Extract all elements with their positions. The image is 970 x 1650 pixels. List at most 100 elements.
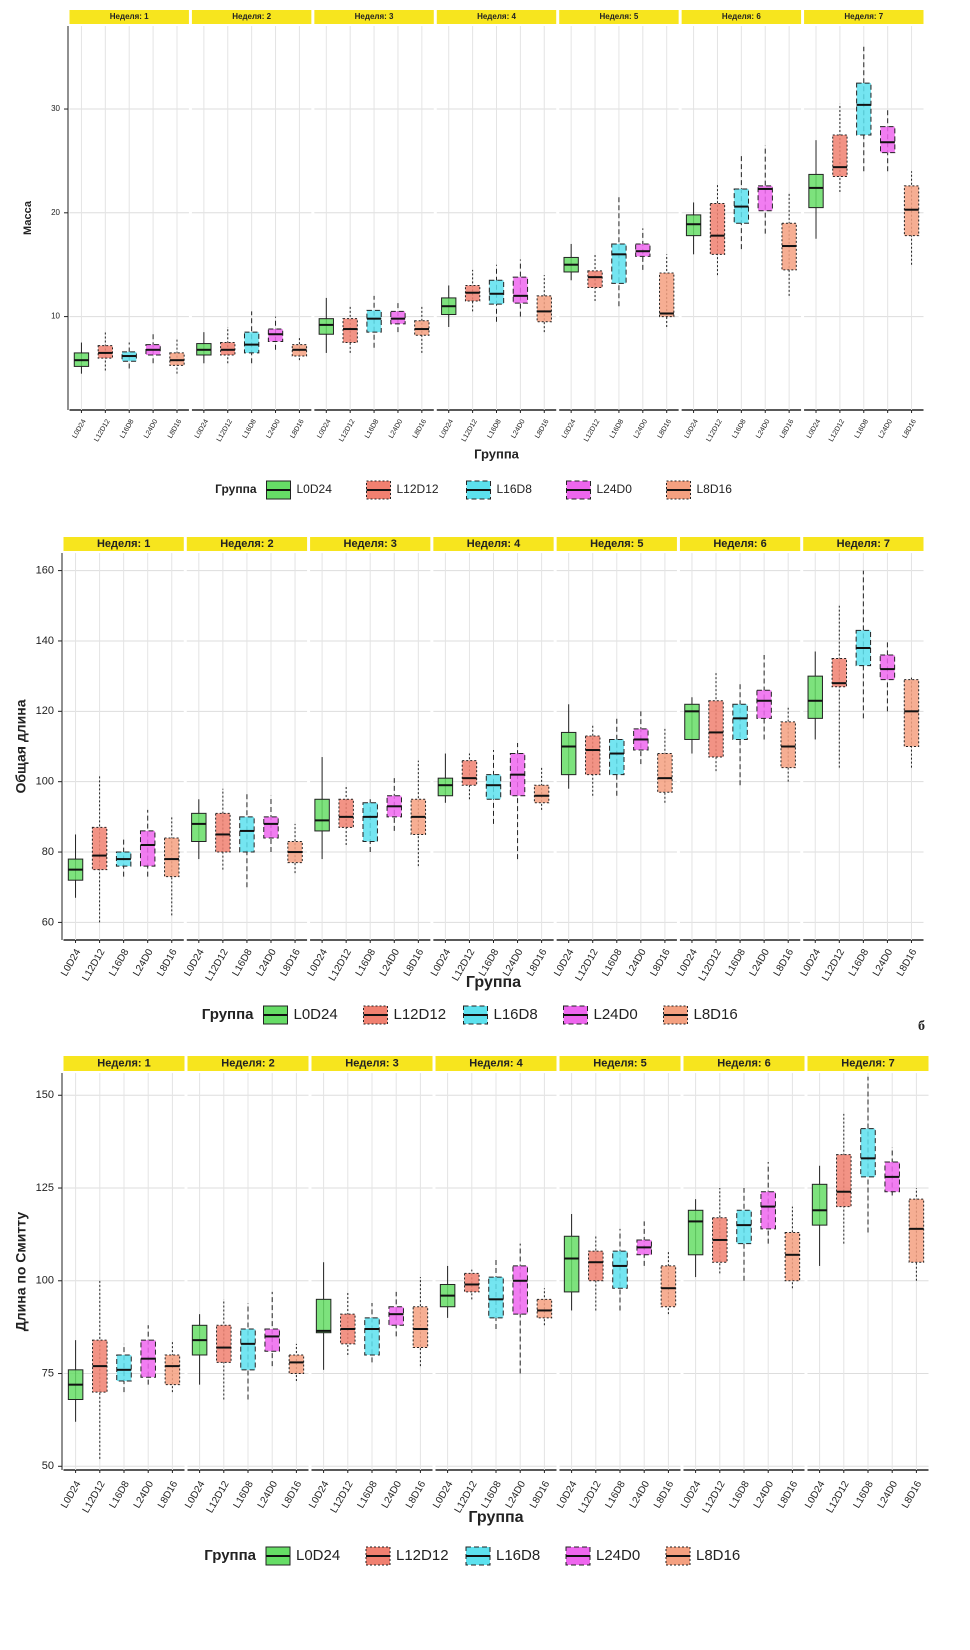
- x-tick-label: L24D0: [871, 947, 895, 978]
- box: [903, 679, 920, 747]
- y-tick-label: 20: [51, 208, 60, 217]
- x-tick-label: L12D12: [81, 1479, 108, 1515]
- legend-label: L16D8: [497, 482, 533, 496]
- facet-strip: [311, 1056, 433, 1071]
- x-tick-label: L24D0: [143, 418, 159, 439]
- facet-label: Неделя: 2: [232, 12, 271, 21]
- facet-strip: [433, 537, 554, 551]
- x-tick-label: L0D24: [316, 418, 332, 439]
- box: [366, 309, 382, 333]
- facet-strip: [191, 10, 312, 24]
- box: [220, 342, 236, 356]
- box: [836, 1154, 852, 1208]
- y-tick-label: 75: [42, 1367, 54, 1379]
- box: [784, 1232, 801, 1282]
- x-tick-label: L8D16: [534, 418, 550, 439]
- x-tick-label: L0D24: [183, 1479, 207, 1510]
- box: [880, 126, 896, 154]
- x-tick-label: L8D16: [895, 947, 919, 978]
- facet-label: Неделя: 3: [355, 12, 394, 21]
- box: [832, 134, 848, 177]
- facet-label: Неделя: 3: [344, 538, 397, 550]
- x-tick-label: L16D8: [600, 947, 624, 978]
- x-tick-label: L0D24: [555, 1479, 579, 1510]
- box: [512, 1265, 528, 1315]
- x-tick-label: L12D12: [461, 418, 479, 443]
- facet-label: Неделя: 7: [841, 1057, 894, 1069]
- x-tick-label: L16D8: [231, 947, 255, 978]
- x-tick-label: L0D24: [59, 947, 83, 978]
- box: [263, 816, 279, 839]
- facet-label: Неделя: 5: [593, 1057, 646, 1069]
- box: [169, 352, 185, 366]
- box: [288, 1354, 305, 1375]
- facet-label: Неделя: 4: [469, 1057, 523, 1069]
- box: [264, 1328, 280, 1352]
- legend-title: Группа: [215, 482, 257, 496]
- x-tick-label: L12D12: [327, 947, 354, 983]
- x-tick-label: L16D8: [724, 947, 748, 978]
- box: [635, 243, 651, 257]
- x-tick-label: L0D24: [799, 947, 823, 978]
- x-tick-label: L16D8: [854, 418, 870, 439]
- legend-label: L8D16: [696, 1547, 740, 1564]
- x-tick-label: L8D16: [289, 418, 305, 439]
- x-tick-label: L0D24: [806, 418, 822, 439]
- x-tick-label: L24D0: [255, 947, 279, 978]
- box: [732, 703, 748, 740]
- x-tick-label: L12D12: [825, 1479, 852, 1515]
- facet-label: Неделя: 6: [717, 1057, 770, 1069]
- box: [485, 774, 502, 800]
- box: [139, 830, 156, 867]
- facet-strip: [187, 1056, 309, 1071]
- facet-label: Неделя: 6: [722, 12, 761, 21]
- x-tick-label: L24D0: [131, 947, 155, 978]
- box: [660, 1265, 677, 1308]
- box: [91, 826, 108, 871]
- x-tick-label: L24D0: [755, 418, 771, 439]
- facet-label: Неделя: 2: [221, 1057, 274, 1069]
- box: [164, 1354, 181, 1386]
- box: [215, 812, 231, 853]
- x-tick-label: L12D12: [574, 947, 601, 983]
- facet-label: Неделя: 7: [844, 12, 883, 21]
- box: [536, 1298, 553, 1319]
- box: [587, 270, 603, 289]
- x-tick-label: L8D16: [776, 1479, 800, 1510]
- legend-label: L8D16: [697, 482, 733, 496]
- box: [685, 214, 702, 237]
- facet-label: Неделя: 4: [477, 12, 516, 21]
- x-tick-label: L8D16: [525, 947, 549, 978]
- facet-strip: [63, 537, 184, 551]
- x-tick-label: L12D12: [80, 947, 107, 983]
- x-tick-label: L16D8: [604, 1479, 628, 1510]
- facet-strip: [683, 1056, 805, 1071]
- y-axis-title: Общая длина: [13, 699, 29, 793]
- x-tick-label: L0D24: [561, 418, 577, 439]
- y-tick-label: 50: [42, 1460, 54, 1472]
- x-tick-label: L0D24: [71, 418, 87, 439]
- x-tick-label: L16D8: [119, 418, 135, 439]
- x-tick-label: L12D12: [216, 418, 234, 443]
- box: [97, 345, 113, 359]
- y-tick-label: 100: [36, 1275, 54, 1287]
- x-tick-label: L0D24: [306, 947, 330, 978]
- box: [856, 82, 872, 136]
- x-tick-label: L0D24: [676, 947, 700, 978]
- box: [807, 675, 823, 719]
- box: [267, 328, 284, 343]
- x-tick-label: L12D12: [204, 947, 231, 983]
- facet-strip: [559, 1056, 681, 1071]
- x-tick-label: L24D0: [633, 418, 649, 439]
- y-tick-label: 120: [36, 705, 54, 717]
- x-axis-title: Группа: [466, 974, 521, 991]
- box: [831, 658, 848, 688]
- x-tick-label: L16D8: [107, 947, 131, 978]
- legend-label: L0D24: [294, 1006, 338, 1023]
- x-tick-label: L12D12: [93, 418, 111, 443]
- box: [412, 1306, 429, 1349]
- x-tick-label: L24D0: [510, 418, 526, 439]
- box: [191, 812, 207, 842]
- facet-label: Неделя: 1: [110, 12, 149, 21]
